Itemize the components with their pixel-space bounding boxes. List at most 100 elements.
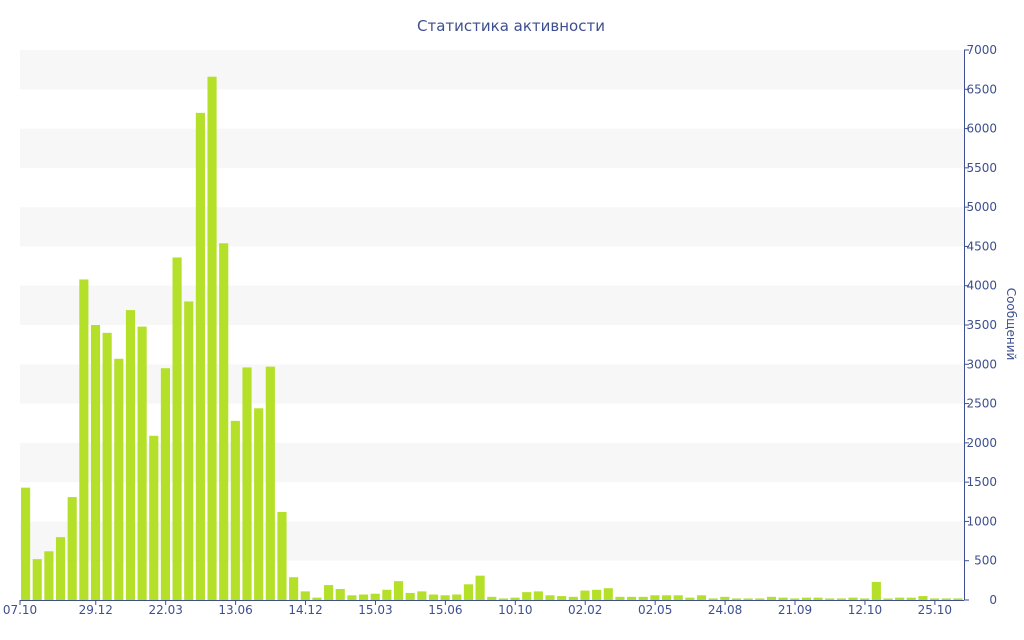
bar [370, 593, 380, 600]
bar [731, 598, 742, 600]
bar [382, 589, 392, 600]
x-tick-label: 24.08 [708, 603, 742, 617]
bar [906, 597, 916, 600]
chart-title: Статистика активности [417, 17, 605, 35]
bar [67, 497, 77, 600]
bar [708, 598, 718, 600]
bar [172, 257, 182, 600]
y-tick-label: 7000 [966, 43, 997, 57]
bar [778, 597, 788, 600]
grid-bands [20, 50, 964, 561]
x-tick-label: 15.06 [428, 603, 462, 617]
bar [883, 598, 893, 600]
bar [557, 596, 567, 600]
bar [522, 592, 532, 600]
bar [137, 326, 147, 600]
bar [627, 596, 637, 600]
bar [475, 575, 485, 600]
bar [743, 598, 753, 600]
bar [533, 591, 543, 600]
x-tick-label: 25.10 [918, 603, 952, 617]
y-tick-label: 5000 [966, 200, 997, 214]
y-axis-label: Сообщений [1004, 288, 1018, 361]
y-tick-label: 4500 [966, 239, 997, 253]
x-tick-label: 10.10 [498, 603, 532, 617]
bar [312, 597, 322, 600]
bar [498, 598, 508, 600]
bar [720, 596, 730, 600]
bar [440, 595, 450, 600]
bar [417, 591, 427, 600]
y-tick-label: 0 [989, 593, 997, 607]
bar [848, 597, 858, 600]
bar [510, 597, 520, 600]
bar [825, 598, 835, 600]
x-tick-label: 07.10 [3, 603, 37, 617]
bar [277, 512, 287, 600]
bar [871, 581, 881, 600]
bar [603, 588, 613, 600]
bar [289, 577, 299, 600]
bar [755, 598, 765, 600]
bar [300, 591, 310, 600]
bar [568, 596, 578, 600]
bar [930, 598, 940, 600]
bar [265, 366, 275, 600]
x-tick-label: 13.06 [218, 603, 252, 617]
bar [685, 597, 695, 600]
bar [813, 597, 823, 600]
bar [242, 367, 252, 600]
bar [615, 596, 625, 600]
bar [184, 301, 194, 600]
bar [673, 595, 683, 600]
bar [335, 589, 345, 600]
y-tick-label: 6000 [966, 122, 997, 136]
x-tick-label: 02.05 [638, 603, 672, 617]
y-tick-label: 500 [974, 554, 997, 568]
bar [428, 594, 439, 600]
bars [21, 76, 963, 601]
y-tick-label: 3000 [966, 357, 997, 371]
bar [801, 597, 811, 600]
bar [790, 598, 800, 600]
bar [592, 589, 602, 600]
bar [347, 595, 357, 600]
bar [836, 598, 846, 600]
bar [230, 420, 240, 600]
bar [195, 112, 205, 601]
bar [102, 332, 112, 600]
x-tick-label: 29.12 [79, 603, 113, 617]
y-tick-label: 1500 [966, 475, 997, 489]
y-tick-label: 2500 [966, 397, 997, 411]
bar [219, 243, 229, 601]
y-tick-label: 3500 [966, 318, 997, 332]
y-tick-label: 1000 [966, 514, 997, 528]
bar [125, 310, 136, 600]
bar [358, 594, 369, 600]
bar [32, 559, 42, 600]
grid-band [20, 207, 964, 247]
bar [55, 537, 66, 600]
bar [545, 595, 555, 600]
y-tick-labels: 0 500 1000 1500 2000 2500 3000 3500 4000 4500 5000… [964, 43, 997, 607]
bar [452, 594, 462, 600]
y-tick-label: 6500 [966, 82, 997, 96]
bar [860, 598, 870, 600]
bar [207, 76, 217, 600]
x-tick-label: 15.03 [358, 603, 392, 617]
bar [661, 595, 672, 600]
grid-band [20, 285, 964, 325]
bar [114, 358, 124, 600]
bar [79, 279, 89, 600]
x-tick-label: 22.03 [148, 603, 182, 617]
y-tick-label: 5500 [966, 161, 997, 175]
bar [324, 585, 334, 600]
x-tick-label: 21.09 [778, 603, 812, 617]
bar [638, 596, 648, 600]
bar [487, 596, 497, 600]
grid-band [20, 128, 964, 168]
bar [580, 590, 590, 600]
bar [44, 551, 54, 600]
bar [941, 598, 951, 600]
